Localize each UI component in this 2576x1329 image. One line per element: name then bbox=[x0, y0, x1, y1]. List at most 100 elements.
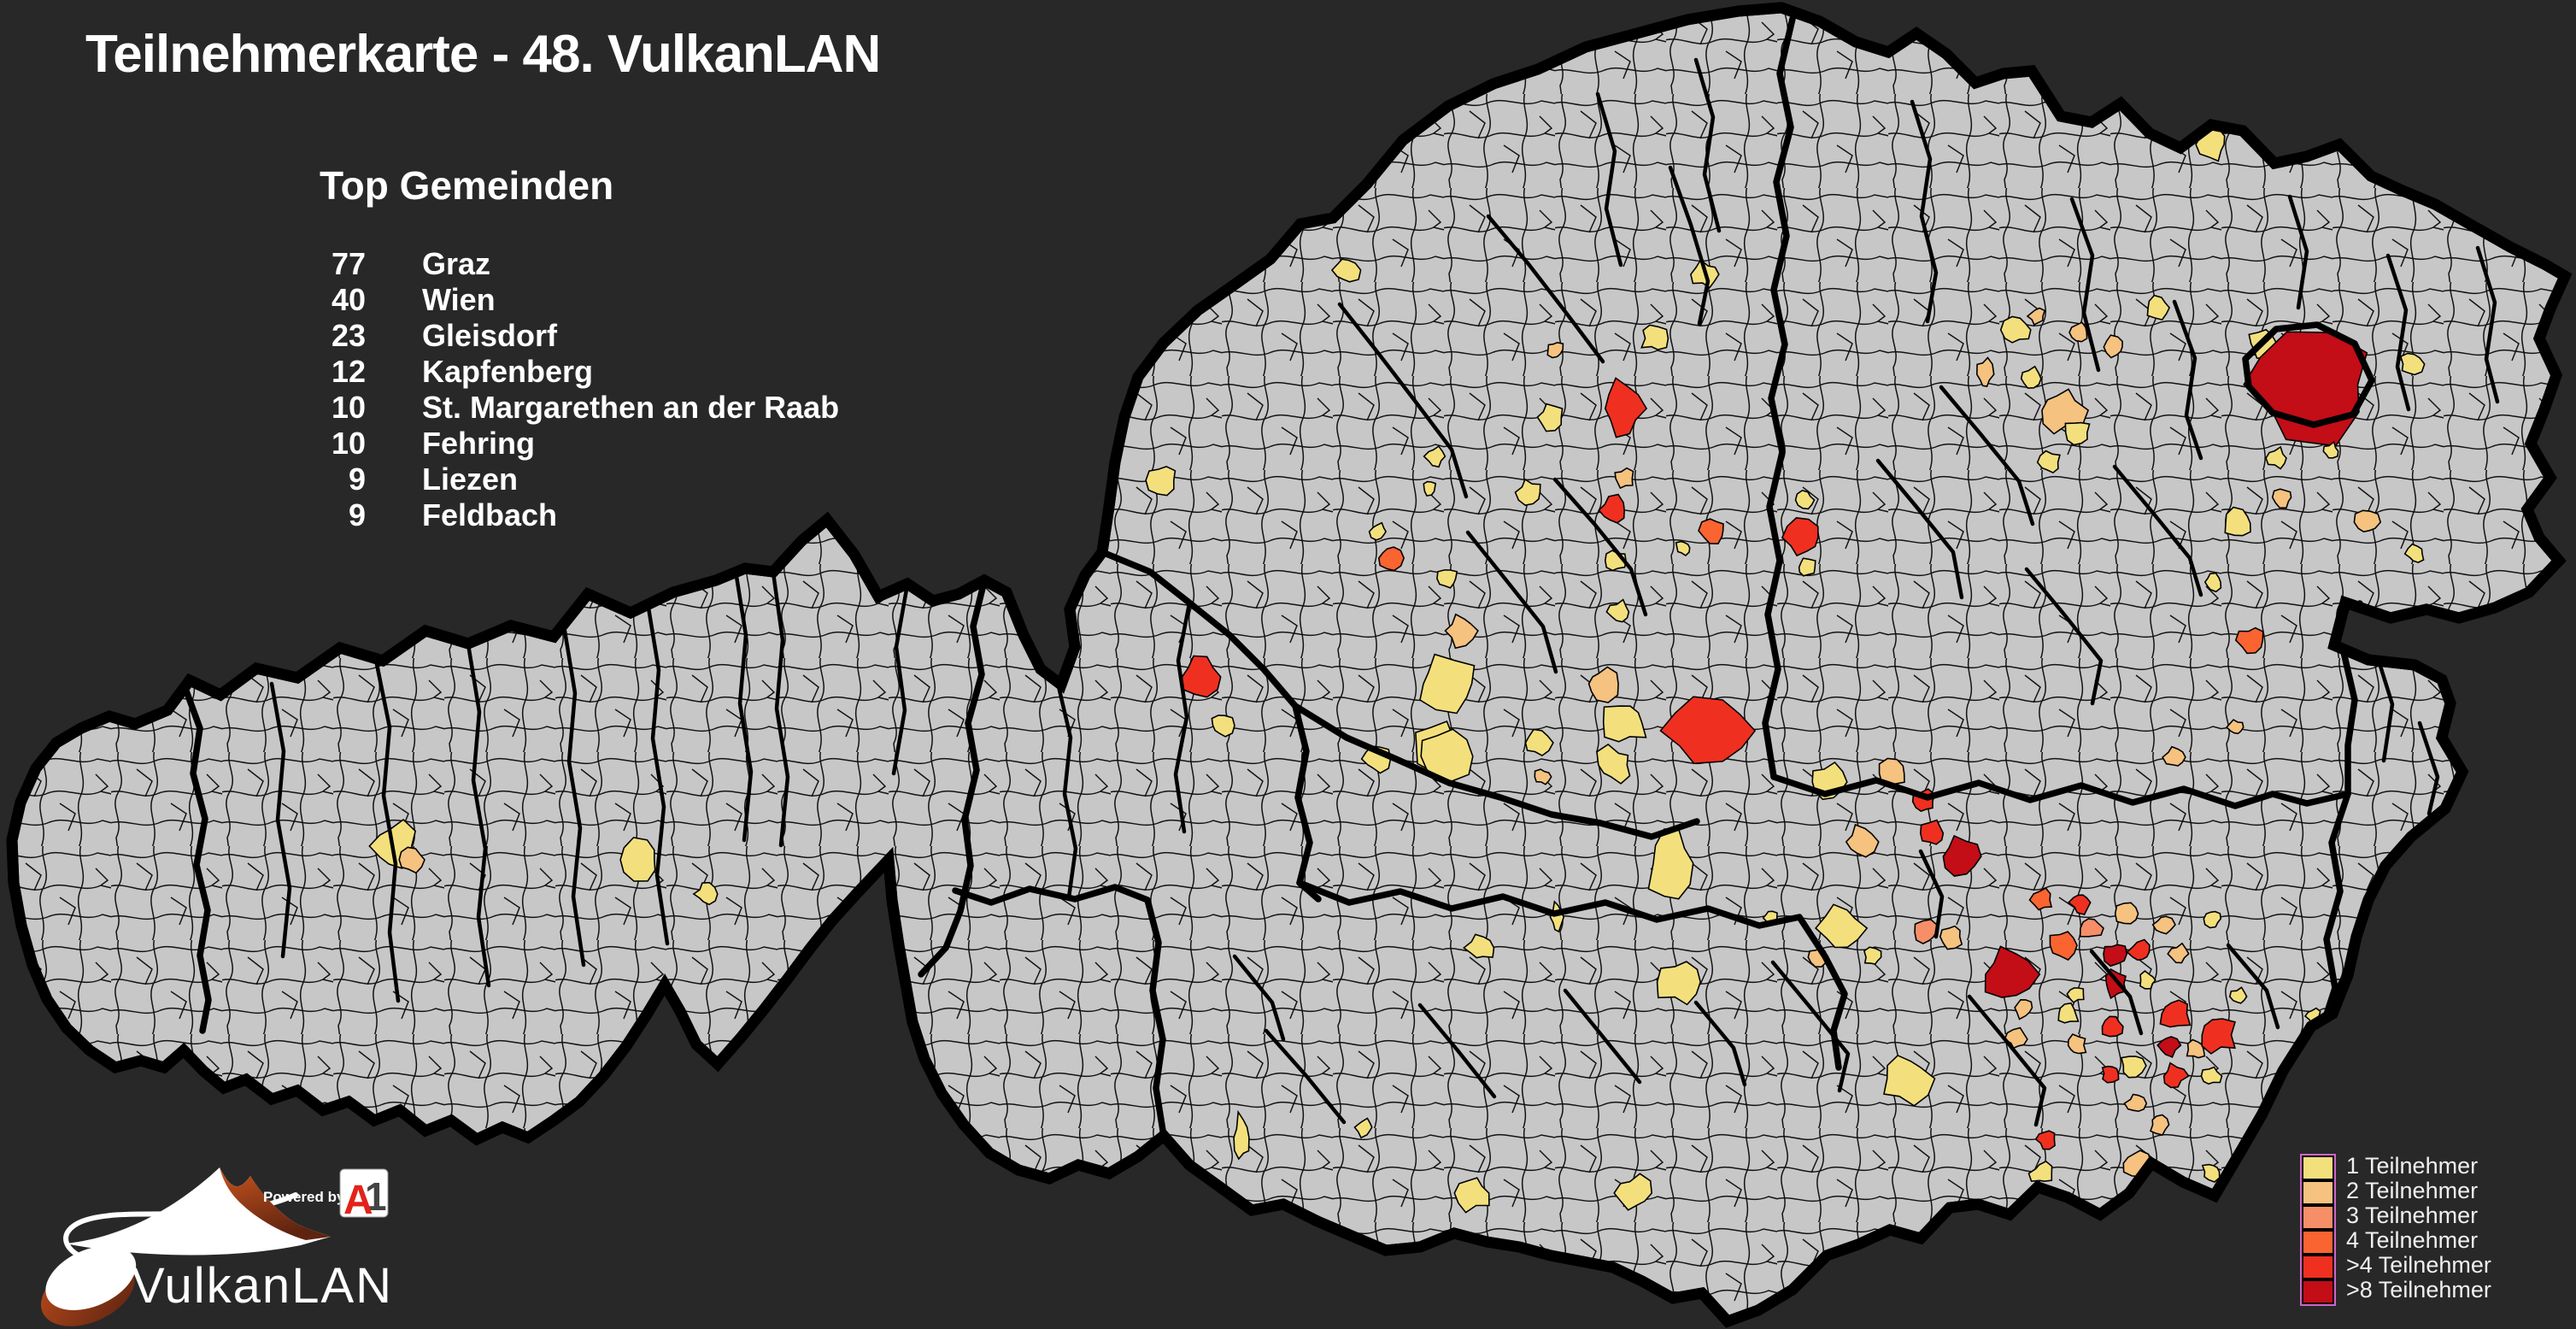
municipality-cell bbox=[2121, 1056, 2147, 1079]
municipality-cell bbox=[2201, 1163, 2221, 1183]
municipality-cell bbox=[1614, 467, 1634, 490]
municipality-cell bbox=[1814, 903, 1869, 949]
municipality-cell bbox=[1420, 728, 1474, 782]
municipality-cell bbox=[1675, 540, 1691, 557]
top-gemeinden-heading: Top Gemeinden bbox=[320, 163, 614, 208]
municipality-cell bbox=[1845, 823, 1880, 858]
municipality-cell bbox=[2101, 1015, 2124, 1038]
municipality-cell bbox=[1377, 546, 1405, 572]
legend: 1 Teilnehmer 2 Teilnehmer 3 Teilnehmer 4… bbox=[2300, 1154, 2491, 1306]
brand-text: VulkanLAN bbox=[132, 1258, 393, 1314]
municipality-cell bbox=[1419, 653, 1476, 714]
municipality-cell bbox=[2151, 915, 2176, 935]
municipality-cell bbox=[1914, 919, 1938, 945]
municipality-cell bbox=[1781, 517, 1819, 557]
municipality-cell bbox=[1596, 744, 1631, 785]
municipality-cell bbox=[2399, 352, 2426, 376]
municipality-cell bbox=[1145, 466, 1177, 497]
participant-count: 12 bbox=[331, 354, 366, 389]
municipality-cell bbox=[2139, 969, 2156, 990]
municipality-cell bbox=[1794, 490, 1816, 510]
municipality-cell bbox=[2203, 572, 2222, 593]
municipality-cell bbox=[1233, 1109, 1250, 1161]
municipality-cell bbox=[2036, 450, 2061, 474]
municipality-cell bbox=[2027, 1160, 2053, 1182]
gemeinde-name: St. Margarethen an der Raab bbox=[422, 390, 840, 425]
powered-by-label: Powered by bbox=[263, 1189, 345, 1205]
municipality-cell bbox=[2146, 294, 2171, 321]
participant-count: 23 bbox=[331, 318, 366, 353]
top-gemeinden-list: 77 Graz 40 Wien 23 Gleisdorf 12 Kapfenbe… bbox=[301, 246, 839, 533]
municipality-cell bbox=[1656, 961, 1702, 1006]
municipality-cell bbox=[1939, 925, 1963, 950]
participant-count: 9 bbox=[348, 497, 366, 532]
gemeinde-name: Liezen bbox=[422, 462, 519, 497]
municipality-cell bbox=[1462, 933, 1495, 959]
participant-count: 10 bbox=[331, 426, 366, 461]
municipality-cell bbox=[1587, 666, 1619, 703]
municipality-cell bbox=[1999, 315, 2032, 344]
legend-label: >8 Teilnehmer bbox=[2346, 1277, 2491, 1303]
municipality-cell bbox=[2162, 745, 2186, 767]
a1-logo-a: A bbox=[343, 1178, 373, 1223]
district-borders bbox=[269, 57, 2500, 1127]
municipality-cell bbox=[2156, 1036, 2182, 1058]
municipality-cell bbox=[1647, 827, 1694, 900]
municipality-cell bbox=[2034, 1130, 2056, 1150]
municipality-cell bbox=[2203, 910, 2222, 929]
municipality-cell bbox=[1659, 696, 1757, 765]
municipality-cell bbox=[2068, 321, 2088, 343]
legend-label: 2 Teilnehmer bbox=[2346, 1178, 2479, 1203]
legend-swatch-4 bbox=[2302, 1230, 2334, 1255]
municipality-cell bbox=[2123, 1093, 2148, 1113]
legend-label: >4 Teilnehmer bbox=[2346, 1252, 2491, 1278]
municipality-cell bbox=[1211, 714, 1235, 738]
municipality-cell bbox=[2322, 440, 2339, 459]
municipality-cell bbox=[1919, 819, 1945, 845]
municipality-cell bbox=[2066, 987, 2085, 1003]
municipality-cell bbox=[1984, 945, 2041, 998]
municipality-cell bbox=[2225, 719, 2244, 735]
gemeinde-name: Fehring bbox=[422, 426, 535, 461]
participant-count: 40 bbox=[331, 282, 366, 317]
a1-logo-one: 1 bbox=[365, 1174, 387, 1219]
municipality-cell bbox=[1640, 324, 1669, 350]
list-item: 9 Liezen bbox=[301, 462, 839, 497]
municipality-cell bbox=[1353, 1117, 1373, 1139]
municipality-cell bbox=[1536, 403, 1564, 432]
vulkanlan-logo: VulkanLAN Powered by 1 A bbox=[40, 1167, 393, 1326]
gemeinde-name: Feldbach bbox=[422, 497, 558, 532]
list-item: 10 Fehring bbox=[301, 426, 839, 462]
volcano-icon bbox=[65, 1167, 331, 1255]
legend-swatch-5 bbox=[2302, 1255, 2334, 1279]
municipality-cell bbox=[2064, 421, 2091, 446]
list-item: 23 Gleisdorf bbox=[301, 318, 839, 354]
a1-logo: 1 A bbox=[339, 1168, 389, 1223]
municipality-cell bbox=[2353, 509, 2382, 533]
participant-count: 9 bbox=[348, 462, 366, 497]
gemeinde-name: Gleisdorf bbox=[422, 318, 558, 353]
municipality-cell bbox=[2067, 1033, 2087, 1055]
municipality-cell bbox=[1598, 493, 1626, 524]
municipality-cell bbox=[2167, 942, 2190, 964]
list-item: 40 Wien bbox=[301, 282, 839, 318]
gemeinde-name: Kapfenberg bbox=[422, 354, 594, 389]
municipality-cell bbox=[2159, 999, 2192, 1028]
participant-count: 10 bbox=[331, 390, 366, 425]
municipality-cell bbox=[2271, 488, 2292, 509]
legend-label: 4 Teilnehmer bbox=[2346, 1227, 2479, 1253]
municipality-cell bbox=[2103, 334, 2123, 359]
municipality-cell bbox=[2126, 938, 2151, 961]
legend-swatch-2 bbox=[2302, 1180, 2334, 1205]
municipality-cell bbox=[1444, 613, 1479, 650]
municipality-cell bbox=[2149, 1114, 2170, 1136]
municipality-cell bbox=[2228, 986, 2248, 1004]
municipality-cell bbox=[1602, 705, 1647, 743]
municipality-cell bbox=[2265, 445, 2287, 470]
municipality-cell bbox=[2103, 944, 2128, 967]
municipality-cell bbox=[1604, 377, 1648, 438]
municipality-cell bbox=[2079, 918, 2104, 938]
state-borders bbox=[180, 15, 2375, 1139]
municipality-cell bbox=[619, 837, 656, 882]
